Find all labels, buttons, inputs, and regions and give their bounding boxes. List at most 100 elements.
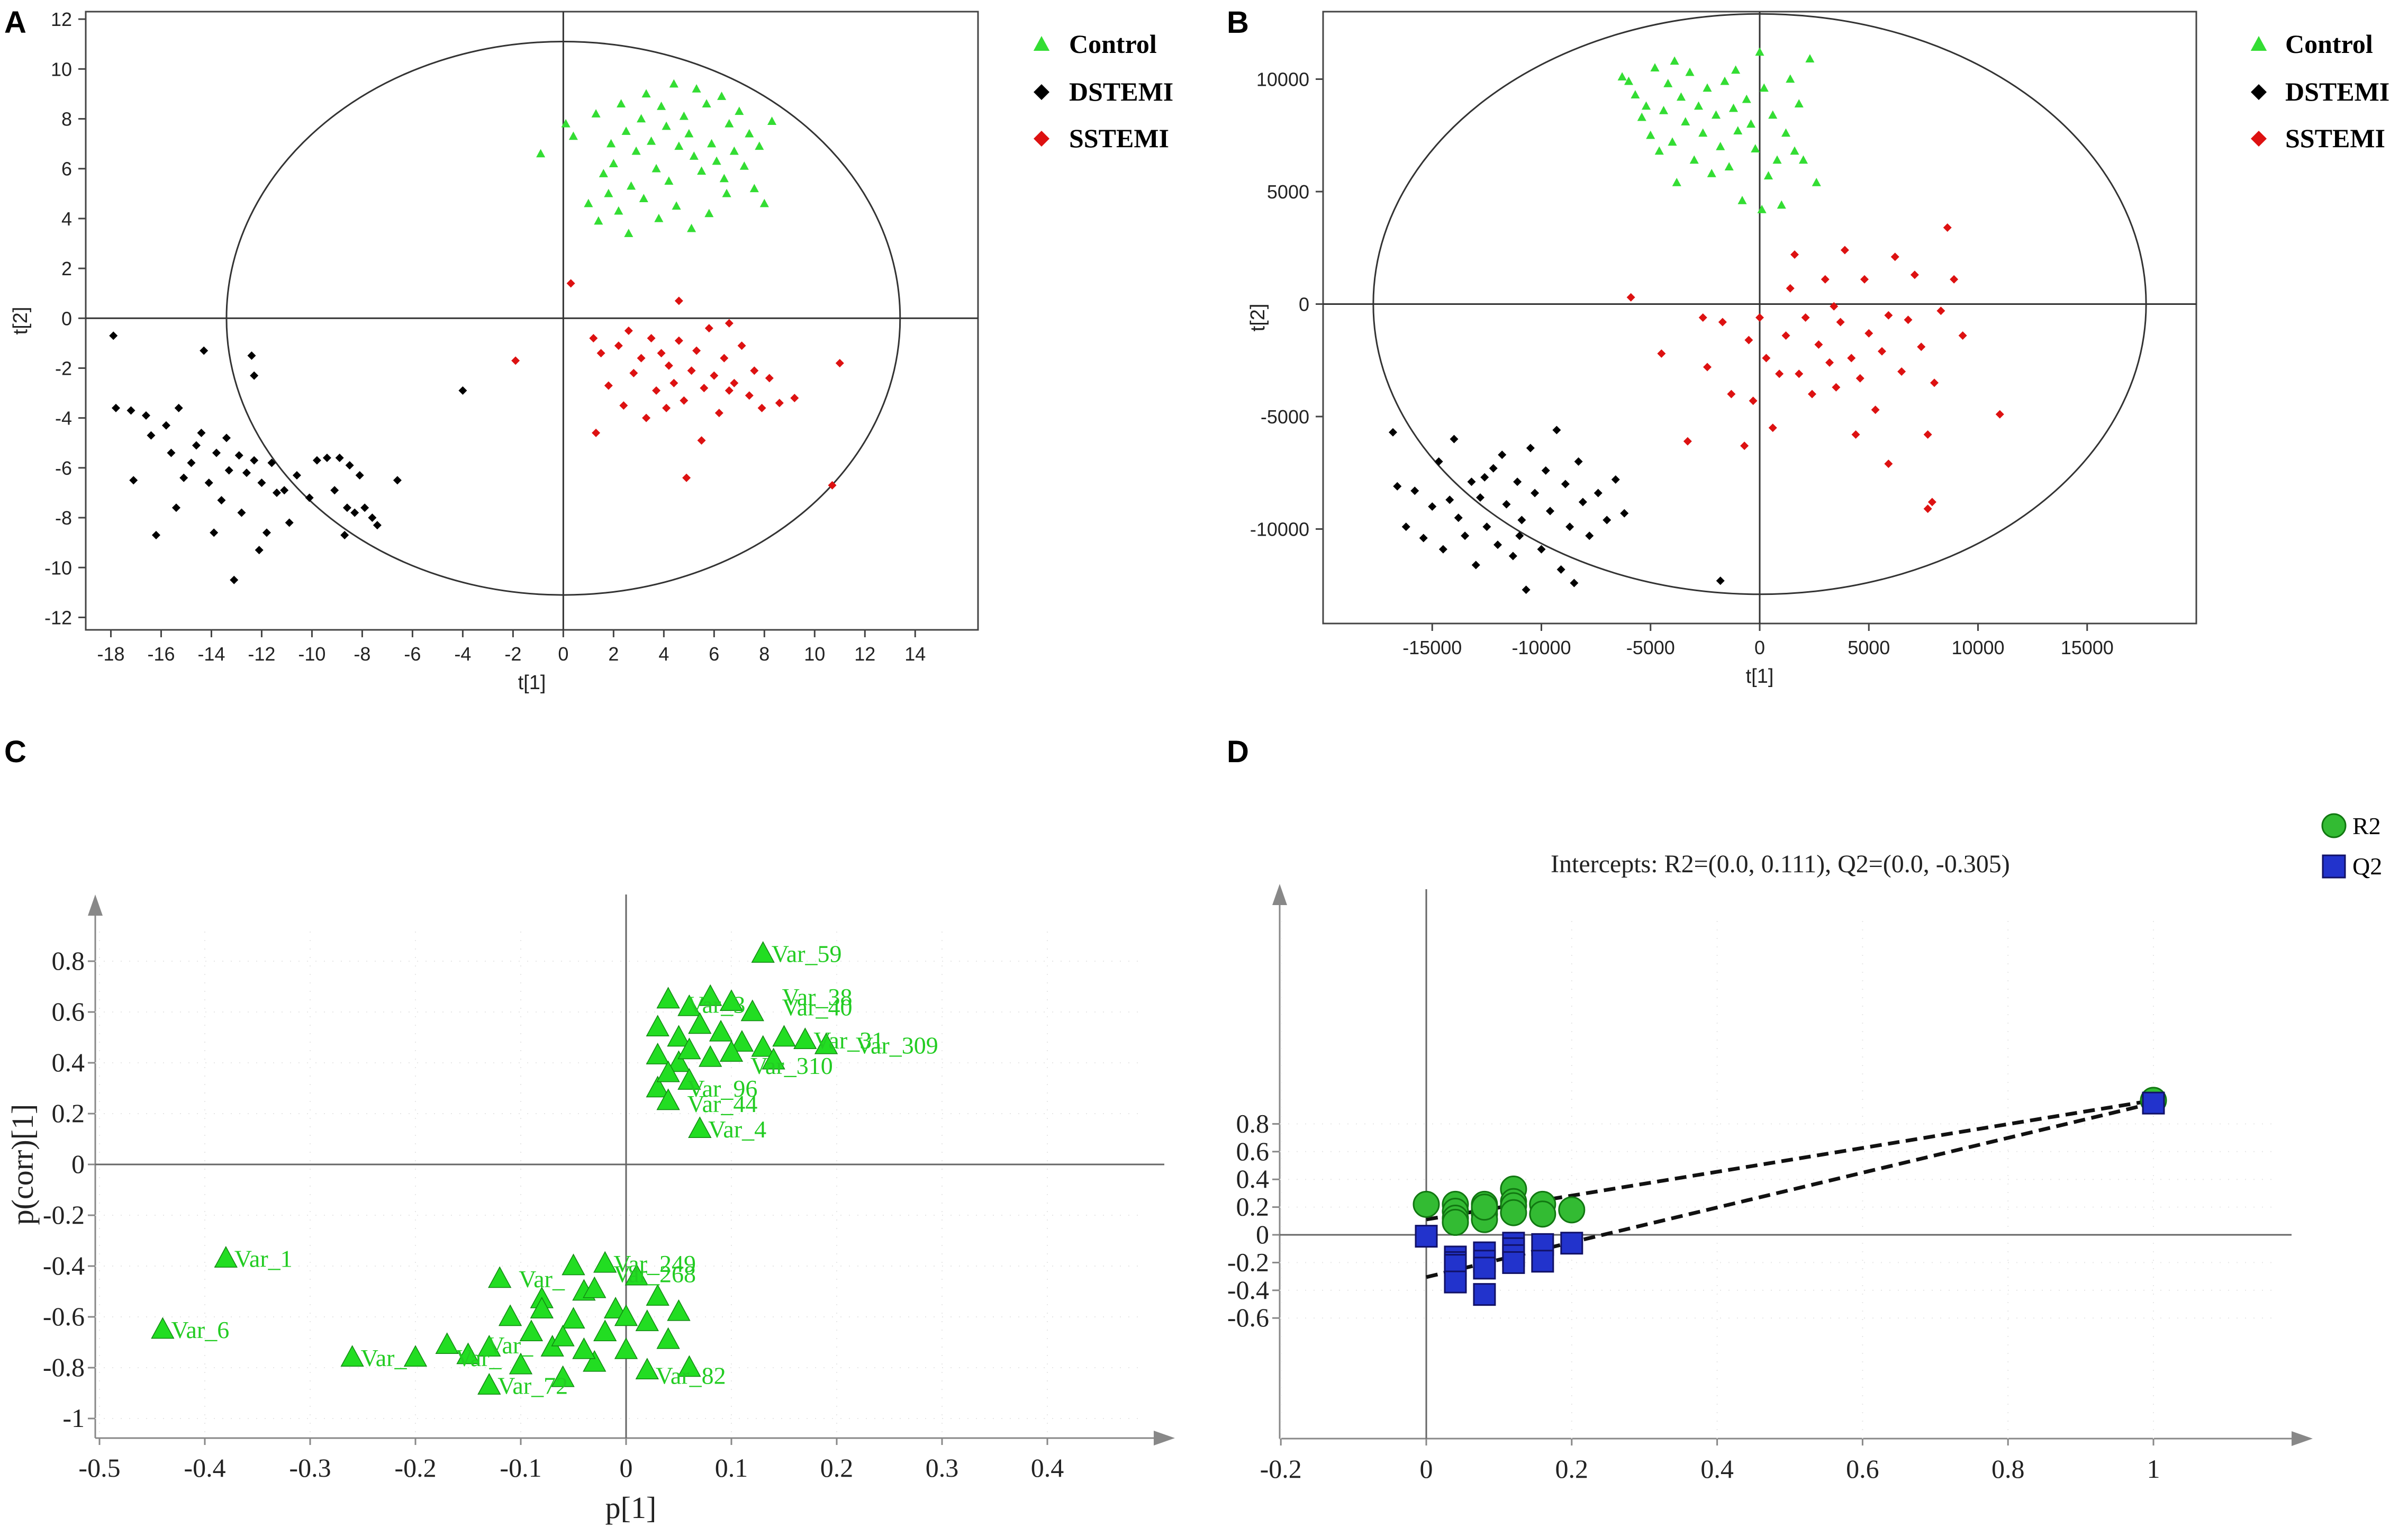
panel-label-a: A: [4, 5, 26, 40]
point-dstemi: [1594, 489, 1603, 498]
point-dstemi: [129, 476, 138, 485]
variable-label: Var_: [519, 1266, 565, 1293]
point-dstemi: [1445, 495, 1454, 504]
point-sstemi: [1775, 369, 1784, 378]
variable-label: Var_: [487, 1332, 533, 1359]
point-q2: [1560, 1232, 1583, 1255]
point-control: [662, 121, 671, 130]
point-control: [692, 84, 701, 93]
point-variable: [340, 1345, 364, 1367]
point-dstemi: [1434, 457, 1443, 466]
point-sstemi: [604, 381, 613, 390]
point-dstemi: [1541, 466, 1550, 475]
point-variable: [583, 1350, 606, 1372]
point-sstemi: [674, 336, 683, 345]
panel-d-permutation-plot: -0.2 0 0.2 0.4 0.6 0.8 1-0.6-0.4-0.200.20.40.6…: [1227, 884, 2313, 1484]
y-tick-label: 5000: [1267, 181, 1309, 203]
point-variable: [656, 987, 680, 1009]
point-sstemi: [629, 368, 638, 377]
point-dstemi: [1471, 561, 1480, 570]
point-control: [614, 206, 623, 215]
point-control: [745, 129, 754, 138]
point-dstemi: [1393, 482, 1402, 491]
point-control: [1720, 76, 1730, 85]
point-control: [1757, 205, 1767, 213]
point-sstemi: [1860, 275, 1869, 284]
point-dstemi: [126, 406, 135, 415]
point-sstemi: [1855, 374, 1864, 383]
series-variables: [151, 941, 838, 1395]
point-control: [704, 209, 714, 218]
point-sstemi: [1786, 284, 1795, 293]
point-control: [1663, 79, 1673, 87]
point-sstemi: [682, 473, 691, 482]
point-sstemi: [1871, 405, 1880, 414]
y-axis-label: t[2]: [10, 307, 32, 335]
point-dstemi: [458, 386, 467, 395]
legend-b-sstemi: SSTEMI: [2285, 123, 2385, 153]
point-variable: [656, 1088, 680, 1110]
point-variable: [562, 1253, 585, 1276]
point-sstemi: [1847, 354, 1856, 363]
point-sstemi: [1808, 390, 1816, 399]
x-tick-label: 5000: [1848, 637, 1890, 658]
y-tick-label: 10000: [1256, 69, 1309, 91]
point-control: [722, 188, 731, 197]
point-dstemi: [1508, 552, 1517, 561]
point-control: [1751, 144, 1760, 152]
legend-b-control: Control: [2285, 29, 2373, 59]
point-sstemi: [669, 378, 678, 387]
regression-line-r2: [1426, 1098, 2154, 1222]
point-sstemi: [592, 428, 601, 437]
point-variable: [656, 1327, 680, 1349]
point-control: [1786, 74, 1795, 83]
point-dstemi: [255, 546, 264, 555]
point-control: [1768, 110, 1778, 119]
point-control: [719, 174, 729, 183]
legend-sstemi-marker: [1034, 131, 1049, 147]
point-variable: [562, 1307, 585, 1329]
point-control: [641, 89, 651, 98]
point-sstemi: [1917, 342, 1926, 351]
x-tick-label: 6: [709, 643, 719, 665]
legend-sstemi-marker: [2251, 131, 2267, 147]
y-tick-label: -8: [55, 507, 72, 529]
point-control: [1641, 101, 1651, 110]
point-dstemi: [197, 428, 206, 437]
x-axis-label: t[1]: [1746, 665, 1774, 688]
point-sstemi: [1878, 347, 1886, 356]
regression-line-q2: [1426, 1101, 2154, 1279]
point-control: [1698, 128, 1708, 137]
point-control: [712, 156, 721, 165]
point-variable: [751, 1035, 775, 1057]
point-dstemi: [340, 531, 349, 540]
series-dstemi: [1389, 426, 1725, 594]
point-control: [1772, 155, 1782, 164]
point-sstemi: [725, 319, 734, 328]
point-variable: [477, 1373, 501, 1395]
point-control: [1805, 54, 1815, 62]
point-sstemi: [1936, 306, 1945, 315]
point-variable: [403, 1345, 428, 1367]
point-control: [1711, 110, 1721, 119]
point-control: [1777, 200, 1786, 209]
point-dstemi: [262, 528, 271, 537]
point-dstemi: [345, 461, 354, 470]
y-tick-label: 8: [61, 109, 72, 130]
point-dstemi: [1450, 435, 1459, 444]
point-sstemi: [1755, 313, 1764, 322]
point-variable: [730, 1030, 754, 1052]
y-tick-label: -0.6: [1227, 1303, 1269, 1332]
y-tick-label: -0.2: [43, 1200, 85, 1230]
variable-label: Var_310: [750, 1052, 833, 1079]
point-control: [739, 161, 749, 170]
y-tick-label: 0.4: [1236, 1164, 1270, 1194]
plot-frame: [85, 11, 979, 631]
point-variable: [435, 1332, 459, 1354]
y-tick-label: 4: [61, 208, 72, 230]
point-sstemi: [1790, 250, 1799, 259]
variable-label: Var_38: [782, 983, 853, 1010]
point-sstemi: [720, 354, 729, 363]
point-control: [639, 194, 648, 202]
point-dstemi: [1461, 531, 1470, 540]
